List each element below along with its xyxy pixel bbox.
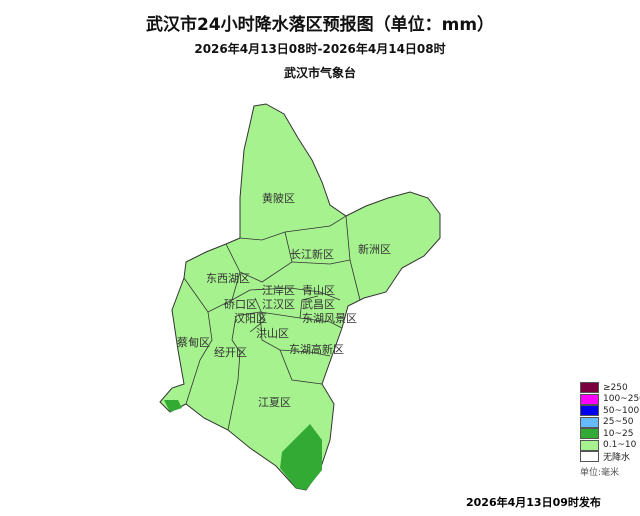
legend-swatch [580, 393, 599, 405]
district-label: 新洲区 [358, 243, 391, 256]
rain-10-25-zone-west [164, 400, 182, 412]
legend-label: 无降水 [603, 453, 631, 464]
district-boundaries [183, 215, 361, 431]
legend-label: 100~250 [603, 394, 640, 405]
map-title: 武汉市24小时降水落区预报图（单位：mm） [145, 15, 495, 35]
legend-unit: 单位:毫米 [580, 467, 620, 478]
legend-swatch [580, 439, 599, 451]
publish-time: 2026年4月13日09时发布 [466, 496, 601, 509]
district-label: 汉阳区 [234, 312, 267, 325]
legend-swatch [580, 382, 599, 394]
legend-item: 100~250 [580, 393, 640, 406]
organization: 武汉市气象台 [283, 66, 356, 80]
district-label: 武昌区 [302, 298, 335, 311]
legend-item: 50~100 [580, 405, 640, 417]
rain-10-25-zone [280, 424, 322, 490]
legend-item: 10~25 [580, 428, 640, 440]
city-boundary [159, 103, 441, 491]
district-label: 江岸区 [262, 284, 295, 297]
district-label: 经开区 [214, 346, 247, 359]
district-label: 黄陂区 [262, 192, 295, 205]
district-label: 硚口区 [224, 298, 257, 311]
legend-label: 0.1~10 [603, 440, 637, 451]
legend-label: 50~100 [603, 405, 640, 416]
legend-item: 无降水 [580, 451, 640, 463]
legend-label: 10~25 [603, 428, 634, 439]
district-label: 江夏区 [258, 396, 291, 409]
legend-swatch [580, 451, 599, 463]
legend-item: ≥250 [580, 382, 640, 394]
district-label: 蔡甸区 [177, 336, 210, 349]
legend-swatch [580, 416, 599, 428]
legend-swatch [580, 428, 599, 440]
district-label: 青山区 [302, 284, 335, 297]
district-label: 洪山区 [256, 327, 289, 340]
forecast-period: 2026年4月13日08时-2026年4月14日08时 [194, 42, 446, 56]
district-label: 东湖高新区 [289, 343, 344, 356]
legend-item: 0.1~10 [580, 439, 640, 452]
district-label: 江汉区 [262, 298, 295, 311]
district-label: 长江新区 [290, 248, 334, 261]
district-label: 东湖风景区 [302, 312, 357, 325]
legend-label: 25~50 [603, 417, 634, 428]
district-label: 东西湖区 [206, 272, 250, 285]
legend-swatch [580, 405, 599, 417]
legend-label: ≥250 [603, 382, 628, 393]
legend-item: 25~50 [580, 416, 640, 429]
